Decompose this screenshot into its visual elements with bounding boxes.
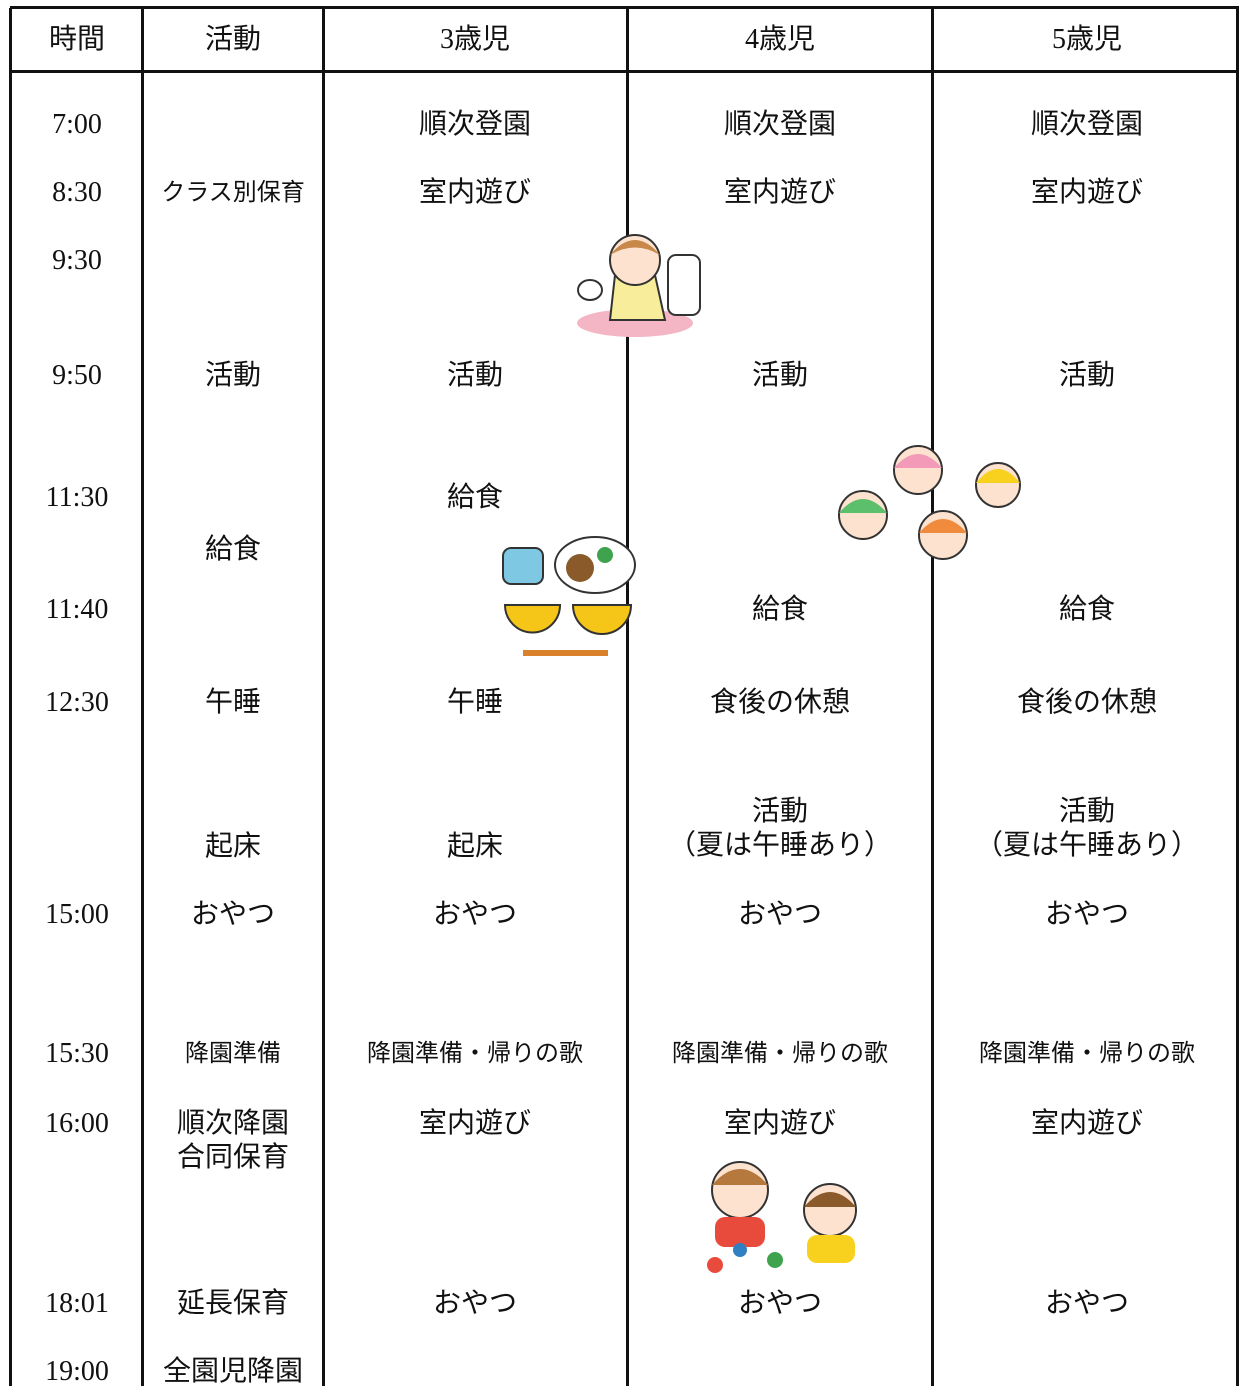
table-cell: 15:00 <box>45 899 109 930</box>
table-cell: 室内遊び <box>723 1108 837 1139</box>
table-cell: 起床 <box>204 831 262 862</box>
table-cell: 9:50 <box>52 360 102 391</box>
table-cell: 延長保育 <box>176 1288 290 1319</box>
table-cell: 19:00 <box>45 1356 109 1386</box>
table-cell: おやつ <box>1044 899 1130 930</box>
border <box>10 6 1239 9</box>
table-cell: おやつ <box>1044 1288 1130 1319</box>
table-cell: おやつ <box>190 899 276 930</box>
table-cell: 12:30 <box>45 687 109 718</box>
table-cell: 起床 <box>446 831 504 862</box>
illustration-children-playing <box>707 1161 857 1273</box>
table-cell: 活動 （夏は午睡あり） <box>667 796 893 861</box>
border <box>322 8 325 1386</box>
table-cell: 活動 <box>446 360 504 391</box>
border <box>141 8 144 1386</box>
header-cell: 4歳児 <box>744 24 816 55</box>
table-cell: 全園児降園 <box>162 1356 304 1386</box>
border <box>931 8 934 1386</box>
table-cell: 11:30 <box>45 482 109 513</box>
table-cell: 室内遊び <box>418 1108 532 1139</box>
table-cell: 食後の休憩 <box>709 687 851 718</box>
table-cell: 給食 <box>1058 594 1116 625</box>
table-cell: 給食 <box>204 534 262 565</box>
table-cell: 順次登園 <box>723 109 837 140</box>
table-cell: 室内遊び <box>723 177 837 208</box>
table-cell: 室内遊び <box>418 177 532 208</box>
table-cell: 給食 <box>751 594 809 625</box>
table-cell: 給食 <box>446 482 504 513</box>
table-cell: 室内遊び <box>1030 177 1144 208</box>
table-cell: 15:30 <box>45 1038 109 1069</box>
table-cell: 活動 <box>751 360 809 391</box>
table-cell: 8:30 <box>52 177 102 208</box>
illustration-toilet <box>577 234 701 337</box>
table-cell: 9:30 <box>52 245 102 276</box>
table-cell: おやつ <box>432 1288 518 1319</box>
border <box>10 70 1239 73</box>
table-cell: 食後の休憩 <box>1016 687 1158 718</box>
table-cell: 活動 （夏は午睡あり） <box>974 796 1200 861</box>
table-cell: 降園準備・帰りの歌 <box>672 1041 888 1067</box>
table-cell: クラス別保育 <box>161 180 305 206</box>
table-cell: 午睡 <box>204 687 262 718</box>
table-cell: 順次登園 <box>1030 109 1144 140</box>
table-cell: 16:00 <box>45 1108 109 1139</box>
table-cell: 降園準備・帰りの歌 <box>367 1041 583 1067</box>
table-cell: 活動 <box>1058 360 1116 391</box>
table-cell: 活動 <box>204 360 262 391</box>
table-cell: 降園準備 <box>185 1041 281 1067</box>
table-cell: 午睡 <box>446 687 504 718</box>
table-cell: おやつ <box>737 899 823 930</box>
table-cell: おやつ <box>432 899 518 930</box>
table-cell: 室内遊び <box>1030 1108 1144 1139</box>
header-cell: 活動 <box>204 24 262 55</box>
header-cell: 時間 <box>48 24 106 55</box>
border <box>626 8 629 1386</box>
table-cell: 7:00 <box>52 109 102 140</box>
table-cell: 順次降園 合同保育 <box>176 1108 290 1173</box>
table-cell: 11:40 <box>45 594 109 625</box>
illustration-lunch <box>502 536 636 656</box>
border <box>1236 8 1239 1386</box>
table-cell: おやつ <box>737 1288 823 1319</box>
table-cell: 18:01 <box>45 1288 109 1319</box>
header-cell: 3歳児 <box>439 24 511 55</box>
illustration-children-running <box>838 445 1021 560</box>
table-cell: 降園準備・帰りの歌 <box>979 1041 1195 1067</box>
border <box>9 8 12 1386</box>
header-cell: 5歳児 <box>1051 24 1123 55</box>
table-cell: 順次登園 <box>418 109 532 140</box>
